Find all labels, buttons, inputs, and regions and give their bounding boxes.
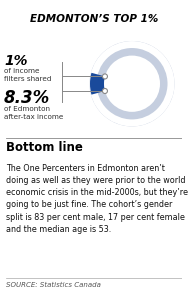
Circle shape — [104, 56, 160, 112]
Text: Bottom line: Bottom line — [6, 141, 83, 154]
Text: The One Percenters in Edmonton aren’t doing as well as they were prior to the wo: The One Percenters in Edmonton aren’t do… — [6, 164, 188, 234]
Circle shape — [128, 80, 136, 88]
Text: EDMONTON’S TOP 1%: EDMONTON’S TOP 1% — [30, 14, 158, 25]
Text: of income
filters shared: of income filters shared — [4, 68, 52, 82]
Text: of Edmonton
after-tax income: of Edmonton after-tax income — [4, 106, 63, 120]
Circle shape — [86, 38, 178, 130]
Text: 8.3%: 8.3% — [4, 89, 50, 107]
Circle shape — [102, 74, 108, 79]
Wedge shape — [90, 73, 132, 94]
Text: SOURCE: Statistics Canada: SOURCE: Statistics Canada — [6, 282, 101, 288]
Text: 1%: 1% — [4, 54, 27, 68]
Circle shape — [102, 88, 108, 94]
